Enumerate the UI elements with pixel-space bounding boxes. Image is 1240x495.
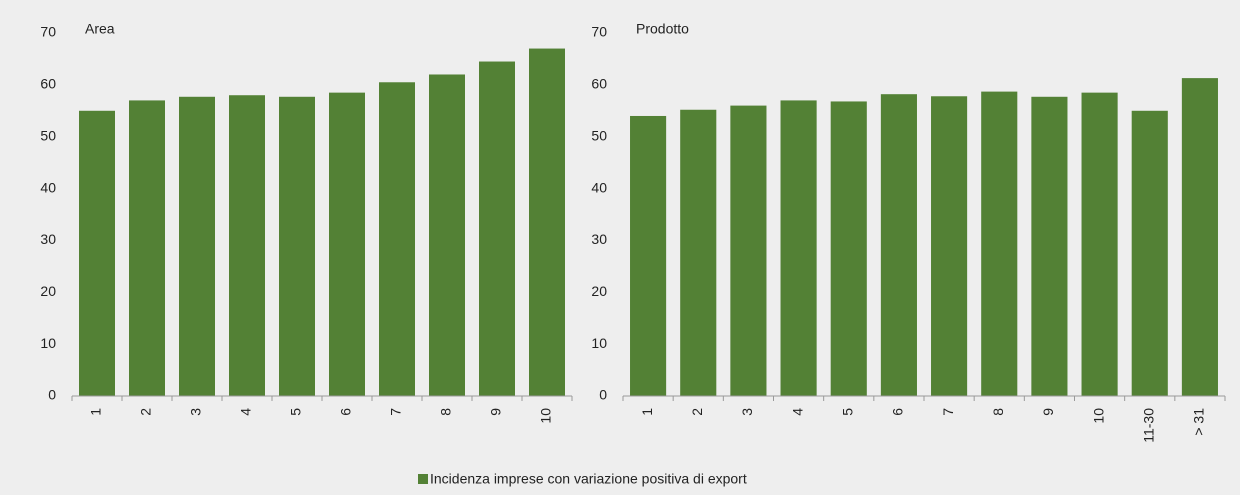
panel-title: Area: [85, 21, 115, 37]
bar: [630, 115, 667, 396]
bar: [780, 100, 817, 397]
legend-swatch: [418, 474, 428, 484]
bar: [1031, 96, 1068, 396]
bar: [981, 91, 1018, 396]
panel-title: Prodotto: [636, 21, 689, 37]
bar: [931, 96, 968, 396]
y-tick-label: 20: [40, 283, 56, 299]
bar: [179, 96, 215, 396]
y-tick-label: 30: [591, 231, 607, 247]
y-tick-label: 70: [40, 24, 56, 40]
bar: [329, 92, 365, 396]
x-tick-label: 10: [1090, 408, 1106, 424]
legend-label: Incidenza imprese con variazione positiv…: [430, 471, 747, 487]
bar: [1181, 78, 1218, 396]
bar: [730, 105, 767, 396]
x-tick-label: 7: [940, 408, 956, 416]
x-tick-label: 2: [689, 408, 705, 416]
bar: [1081, 92, 1118, 396]
bar: [429, 74, 465, 396]
x-tick-label: 7: [388, 408, 404, 416]
x-tick-label: 10: [538, 408, 554, 424]
x-tick-label: 8: [990, 408, 1006, 416]
x-tick-label: 11-30: [1140, 408, 1156, 443]
x-tick-label: 9: [1040, 408, 1056, 416]
x-tick-label: 8: [438, 408, 454, 416]
y-tick-label: 50: [40, 127, 56, 143]
x-tick-label: 6: [890, 408, 906, 416]
x-tick-label: 5: [839, 408, 855, 416]
y-tick-label: 60: [591, 76, 607, 92]
bar: [830, 101, 867, 397]
bar: [680, 109, 717, 397]
x-tick-label: 3: [188, 408, 204, 416]
x-tick-label: 9: [488, 408, 504, 416]
y-tick-label: 0: [48, 387, 56, 403]
bar: [129, 100, 165, 397]
y-tick-label: 70: [591, 24, 607, 40]
y-tick-label: 10: [591, 335, 607, 351]
y-tick-label: 30: [40, 231, 56, 247]
bar: [529, 48, 565, 397]
bar: [279, 96, 315, 396]
x-tick-label: 2: [138, 408, 154, 416]
y-tick-label: 0: [599, 387, 607, 403]
x-tick-label: 4: [789, 408, 805, 416]
y-tick-label: 40: [40, 179, 56, 195]
bar: [79, 110, 115, 397]
bar: [379, 82, 415, 396]
bar: [479, 61, 515, 397]
x-tick-label: 5: [288, 408, 304, 416]
y-tick-label: 20: [591, 283, 607, 299]
y-tick-label: 50: [591, 127, 607, 143]
x-tick-label: 4: [238, 408, 254, 416]
y-tick-label: 10: [40, 335, 56, 351]
x-tick-label: 1: [88, 408, 104, 416]
y-tick-label: 40: [591, 179, 607, 195]
y-tick-label: 60: [40, 76, 56, 92]
bar: [880, 94, 917, 396]
x-tick-label: 6: [338, 408, 354, 416]
bar: [229, 95, 265, 396]
x-tick-label: > 31: [1191, 408, 1207, 436]
bar: [1131, 110, 1168, 397]
x-tick-label: 3: [739, 408, 755, 416]
x-tick-label: 1: [639, 408, 655, 416]
